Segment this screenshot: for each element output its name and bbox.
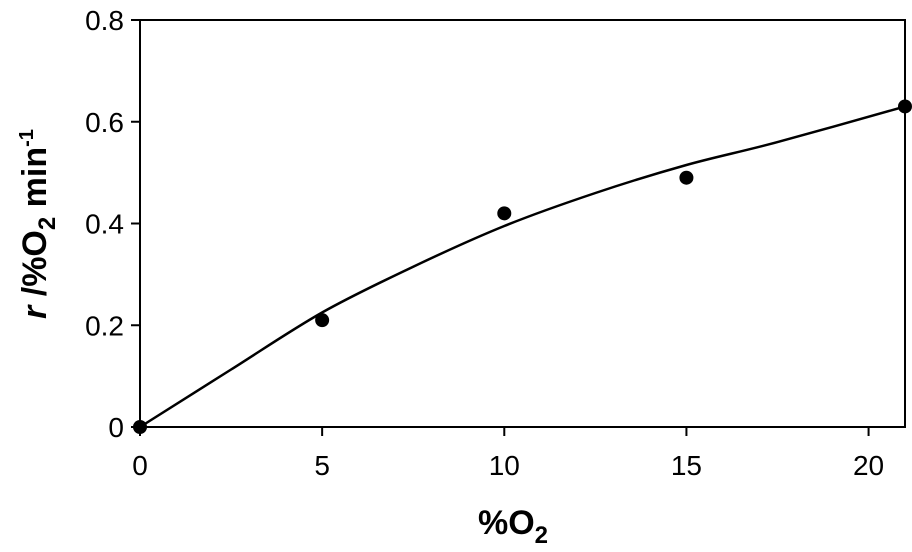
x-tick-label: 20 (853, 450, 884, 481)
y-tick-label: 0.4 (85, 209, 124, 240)
x-axis-title-main: %O (478, 504, 535, 542)
data-point (898, 99, 912, 114)
fit-curve (139, 105, 906, 429)
x-tick-label: 0 (132, 450, 148, 481)
y-tick-label: 0.6 (85, 107, 124, 138)
data-point (497, 206, 512, 221)
x-axis-title-sub: 2 (535, 522, 548, 549)
plot-area (139, 19, 906, 428)
data-point (679, 170, 694, 185)
y-axis-title-sup: -1 (16, 129, 38, 147)
x-tick-label: 5 (314, 450, 330, 481)
y-axis: 0 0.2 0.4 0.6 0.8 (85, 5, 140, 443)
y-axis-title-unit: min (16, 147, 54, 217)
series-layer (133, 99, 912, 434)
y-axis-title-r: r (16, 304, 54, 319)
y-tick-label: 0.8 (85, 5, 124, 36)
y-axis-title: r /%O2 min-1 (16, 129, 61, 319)
x-axis: 0 5 10 15 20 (132, 427, 884, 481)
x-tick-label: 10 (489, 450, 520, 481)
data-point (133, 420, 147, 434)
x-axis-title: %O2 (478, 504, 548, 549)
x-tick-label: 15 (671, 450, 702, 481)
y-tick-label: 0.2 (85, 310, 124, 341)
y-axis-title-mid: /%O (16, 230, 54, 306)
y-axis-title-sub: 2 (34, 217, 61, 230)
y-tick-label: 0 (108, 412, 124, 443)
plot-border (139, 19, 906, 428)
data-point (315, 313, 330, 328)
